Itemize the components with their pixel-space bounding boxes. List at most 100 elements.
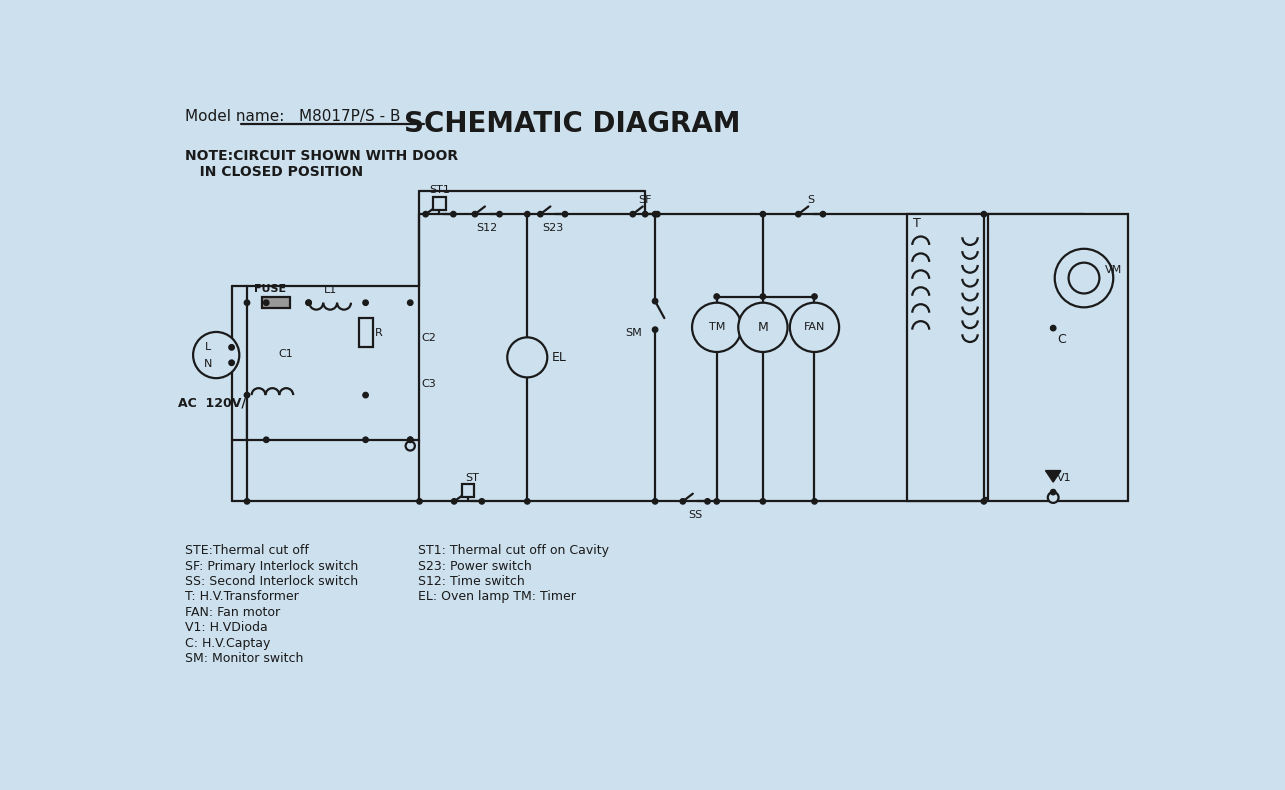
Circle shape [704, 498, 711, 504]
Circle shape [790, 303, 839, 352]
Circle shape [739, 303, 788, 352]
Text: S23: Power switch: S23: Power switch [418, 559, 532, 573]
Circle shape [1051, 325, 1056, 331]
Circle shape [812, 294, 817, 299]
Circle shape [362, 393, 369, 398]
Text: TM: TM [708, 322, 725, 333]
Circle shape [1069, 262, 1100, 293]
Circle shape [407, 300, 412, 306]
Circle shape [537, 212, 544, 216]
Text: S12: Time switch: S12: Time switch [418, 575, 524, 588]
Text: EL: Oven lamp TM: Timer: EL: Oven lamp TM: Timer [418, 590, 576, 604]
Circle shape [563, 212, 568, 216]
Circle shape [229, 345, 234, 350]
Circle shape [761, 212, 766, 216]
Circle shape [524, 498, 529, 504]
Text: EL: EL [553, 351, 567, 364]
Text: FUSE: FUSE [254, 284, 287, 294]
Circle shape [982, 498, 987, 504]
Text: AC  120V/60HZ: AC 120V/60HZ [177, 397, 283, 409]
Text: C1: C1 [279, 348, 293, 359]
Text: VM: VM [1105, 265, 1122, 276]
Circle shape [812, 498, 817, 504]
Text: SM: SM [626, 329, 642, 338]
Text: L1: L1 [324, 285, 337, 295]
Circle shape [362, 437, 369, 442]
Text: SCHEMATIC DIAGRAM: SCHEMATIC DIAGRAM [403, 110, 740, 138]
Circle shape [472, 212, 478, 216]
Circle shape [653, 498, 658, 504]
Circle shape [423, 212, 428, 216]
Circle shape [524, 212, 529, 216]
Text: SF: Primary Interlock switch: SF: Primary Interlock switch [185, 559, 359, 573]
Circle shape [229, 360, 234, 365]
Text: SF: SF [639, 195, 651, 205]
Circle shape [497, 212, 502, 216]
Circle shape [407, 437, 412, 442]
Text: SS: Second Interlock switch: SS: Second Interlock switch [185, 575, 359, 588]
Circle shape [244, 393, 249, 398]
Circle shape [653, 299, 658, 304]
Circle shape [714, 294, 720, 299]
Circle shape [306, 300, 311, 306]
Text: L: L [206, 342, 212, 352]
Circle shape [244, 300, 249, 306]
Circle shape [761, 498, 766, 504]
Text: ST1: ST1 [429, 185, 450, 194]
Circle shape [982, 212, 987, 216]
Text: ST1: Thermal cut off on Cavity: ST1: Thermal cut off on Cavity [418, 544, 609, 557]
Circle shape [761, 294, 766, 299]
Polygon shape [1046, 471, 1061, 482]
Text: STE:Thermal cut off: STE:Thermal cut off [185, 544, 310, 557]
Circle shape [795, 212, 801, 216]
Circle shape [820, 212, 826, 216]
Bar [907, 214, 984, 502]
Circle shape [1047, 492, 1059, 503]
Text: Model name:   M8017P/S - B: Model name: M8017P/S - B [185, 109, 401, 124]
Text: M: M [758, 321, 768, 334]
Circle shape [642, 212, 648, 216]
Text: V1: V1 [1058, 473, 1072, 483]
Circle shape [193, 332, 239, 378]
Circle shape [1055, 249, 1113, 307]
Text: V1: H.VDioda: V1: H.VDioda [185, 621, 269, 634]
Text: S: S [807, 195, 815, 205]
Circle shape [714, 498, 720, 504]
Circle shape [362, 300, 369, 306]
Text: C2: C2 [421, 333, 436, 343]
Text: R: R [375, 328, 383, 338]
Text: FAN: FAN [804, 322, 825, 333]
Circle shape [1051, 490, 1056, 495]
Bar [262, 297, 290, 308]
Circle shape [244, 498, 249, 504]
Text: IN CLOSED POSITION: IN CLOSED POSITION [185, 165, 364, 179]
Bar [433, 198, 446, 209]
Text: NOTE:CIRCUIT SHOWN WITH DOOR: NOTE:CIRCUIT SHOWN WITH DOOR [185, 149, 459, 164]
Circle shape [479, 498, 484, 504]
Circle shape [406, 442, 415, 450]
Text: ST: ST [465, 473, 479, 483]
Circle shape [653, 212, 658, 216]
Bar [359, 318, 373, 348]
Text: FAN: Fan motor: FAN: Fan motor [185, 606, 280, 619]
Text: C: H.V.Captay: C: H.V.Captay [185, 637, 271, 649]
Circle shape [693, 303, 741, 352]
Circle shape [655, 212, 660, 216]
Circle shape [680, 498, 685, 504]
Text: T: T [914, 217, 921, 230]
Circle shape [416, 498, 423, 504]
Circle shape [508, 337, 547, 378]
Bar [461, 484, 474, 497]
Circle shape [451, 498, 457, 504]
Text: S12: S12 [477, 223, 497, 233]
Text: C3: C3 [421, 379, 436, 389]
Text: S23: S23 [542, 223, 563, 233]
Circle shape [407, 437, 412, 442]
Text: C: C [1058, 333, 1065, 346]
Circle shape [263, 437, 269, 442]
Bar [988, 214, 1128, 502]
Circle shape [306, 300, 311, 306]
Circle shape [263, 300, 269, 306]
Circle shape [451, 212, 456, 216]
Text: SM: Monitor switch: SM: Monitor switch [185, 652, 303, 665]
